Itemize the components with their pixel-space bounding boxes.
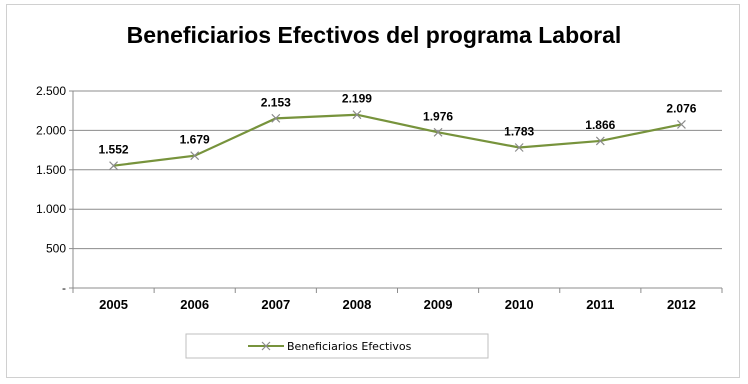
legend-label: Beneficiarios Efectivos: [287, 340, 412, 353]
x-tick-label: 2011: [586, 297, 614, 312]
data-label: 1.976: [423, 109, 453, 123]
x-tick-label: 2012: [667, 297, 696, 312]
data-label: 2.153: [261, 95, 291, 109]
series-layer: [109, 110, 686, 171]
legend-marker: [261, 341, 271, 351]
gridlines: [73, 90, 722, 250]
x-tick-label: 2005: [99, 297, 128, 312]
data-label: 1.679: [180, 133, 210, 147]
y-tick-label: 2.000: [36, 123, 66, 137]
data-point: [433, 127, 443, 137]
data-labels: 1.552 1.679 2.153 2.199 1.976 1.783 1.866 2.076: [99, 92, 697, 157]
data-point: [190, 151, 200, 161]
data-point: [352, 110, 362, 120]
y-axis: - 500 1.000 1.500 2.000 2.500: [36, 84, 74, 295]
chart-title: Beneficiarios Efectivos del programa Lab…: [126, 22, 622, 48]
data-point: [271, 113, 281, 123]
data-label: 2.076: [666, 101, 696, 115]
x-tick-label: 2006: [180, 297, 209, 312]
chart-frame: [6, 4, 740, 378]
y-tick-label: 1.500: [36, 163, 66, 177]
x-tick-label: 2007: [261, 297, 290, 312]
data-point: [514, 143, 524, 152]
y-tick-label: 2.500: [36, 84, 66, 98]
legend-box: [185, 333, 489, 359]
x-tick-label: 2008: [342, 297, 371, 312]
y-tick-label: 500: [46, 242, 66, 256]
series-line: [113, 113, 682, 167]
x-tick-label: 2009: [424, 297, 453, 312]
y-tick-label: -: [62, 281, 66, 295]
data-label: 1.783: [504, 124, 534, 138]
data-point: [595, 136, 605, 146]
data-label: 1.552: [99, 143, 129, 157]
y-tick-label: 1.000: [36, 202, 66, 216]
data-point: [677, 119, 686, 129]
data-point: [109, 161, 118, 171]
x-tick-label: 2010: [505, 297, 534, 312]
x-axis: 2005 2006 2007 2008 2009 2010 2011 2012: [72, 287, 723, 312]
data-label: 1.866: [585, 118, 615, 132]
legend: Beneficiarios Efectivos: [185, 333, 489, 359]
data-label: 2.199: [342, 92, 372, 106]
